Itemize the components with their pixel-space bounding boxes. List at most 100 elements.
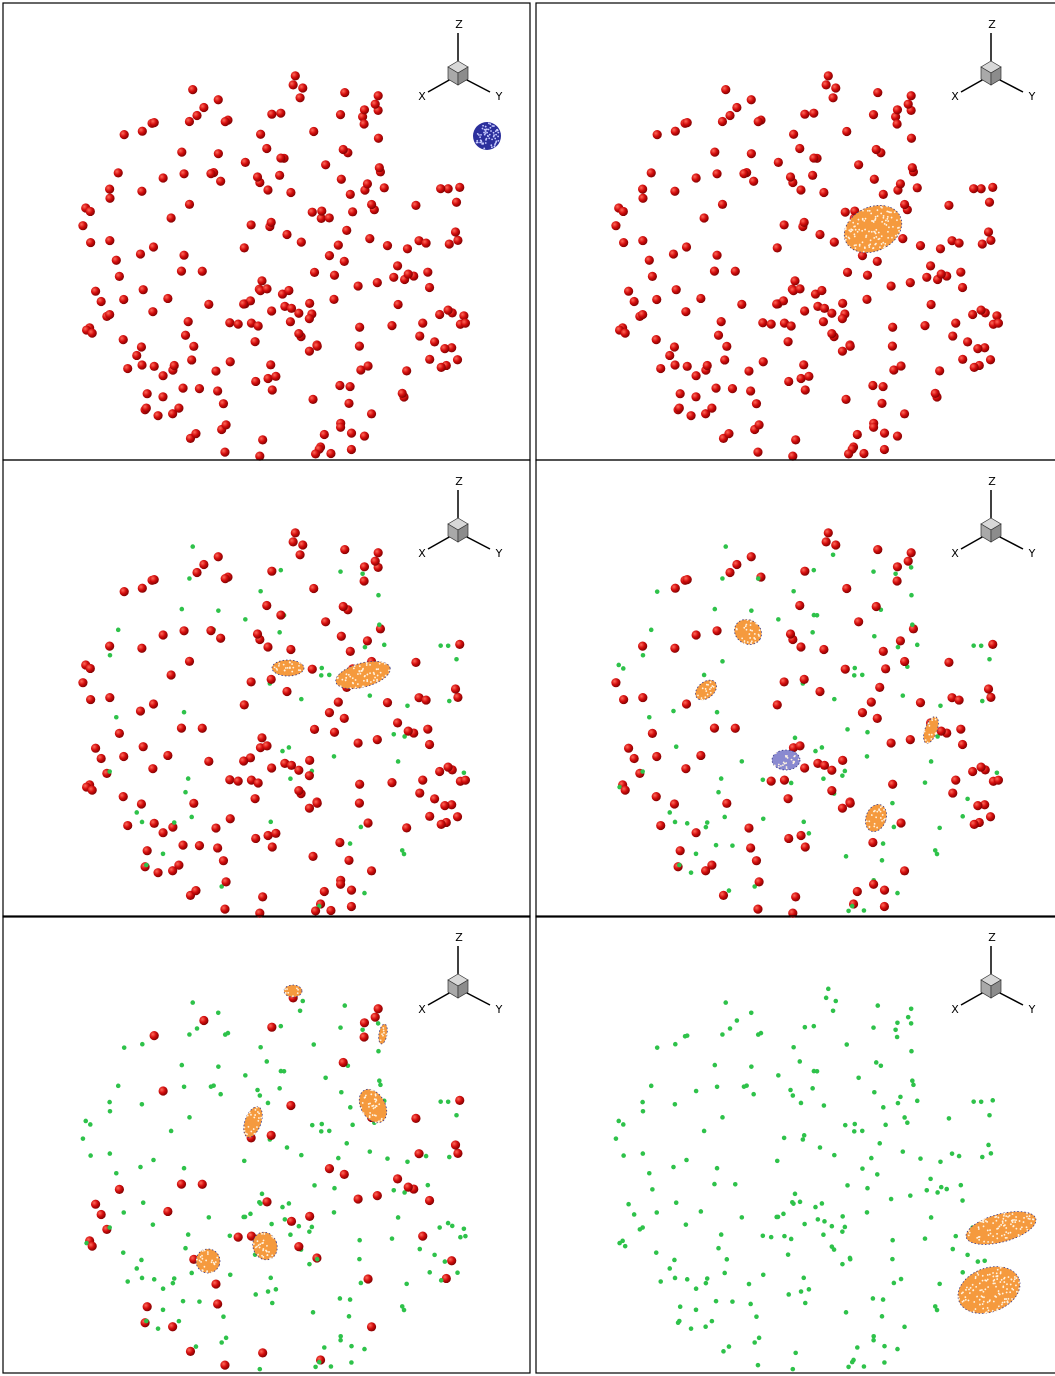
green-particle <box>266 1101 271 1106</box>
red-particle <box>786 629 795 638</box>
red-particle <box>724 429 733 438</box>
green-particle <box>911 1083 916 1088</box>
red-particle <box>363 179 372 188</box>
red-particle <box>844 449 853 458</box>
y-label: Y <box>495 547 503 560</box>
cluster-dot <box>791 759 793 761</box>
red-particle <box>656 364 665 373</box>
red-particle <box>329 295 338 304</box>
red-particle <box>722 799 731 808</box>
green-particle <box>348 1297 353 1302</box>
green-particle <box>667 810 672 815</box>
red-particle <box>340 257 349 266</box>
green-particle <box>114 1171 119 1176</box>
green-particle <box>831 552 836 557</box>
cluster-dot <box>793 761 795 763</box>
red-particle <box>896 818 905 827</box>
red-particle <box>461 319 470 328</box>
green-particle <box>242 1159 247 1164</box>
green-particle <box>752 1340 757 1345</box>
red-particle <box>247 677 256 686</box>
red-particle <box>854 160 863 169</box>
green-particle <box>811 1024 816 1029</box>
green-particle <box>865 1186 870 1191</box>
green-particle <box>390 1236 395 1241</box>
green-particle <box>223 1032 228 1037</box>
green-particle <box>673 1042 678 1047</box>
cluster-dot <box>297 992 299 994</box>
green-particle <box>980 1155 985 1160</box>
green-particle <box>323 1076 328 1081</box>
red-particle <box>340 545 349 554</box>
red-particle <box>336 110 345 119</box>
red-particle <box>354 281 363 290</box>
red-particle <box>822 537 831 546</box>
red-particle <box>893 431 902 440</box>
red-particle <box>916 698 925 707</box>
red-particle <box>298 540 307 549</box>
z-label: Z <box>988 18 996 31</box>
green-particle <box>906 1015 911 1020</box>
red-particle <box>681 307 690 316</box>
red-particle <box>790 276 799 285</box>
red-particle <box>262 144 271 153</box>
green-particle <box>821 776 826 781</box>
red-particle <box>262 284 271 293</box>
green-particle <box>980 699 985 704</box>
green-particle <box>901 693 906 698</box>
red-particle <box>289 537 298 546</box>
red-particle <box>415 331 424 340</box>
green-particle <box>391 1188 396 1193</box>
green-particle <box>979 1099 984 1104</box>
green-particle <box>725 1257 730 1262</box>
red-particle <box>906 278 915 287</box>
red-particle <box>404 727 413 736</box>
green-particle <box>802 1133 807 1138</box>
red-particle <box>136 249 145 258</box>
green-particle <box>299 697 304 702</box>
red-particle <box>722 342 731 351</box>
red-particle <box>753 905 762 914</box>
red-particle <box>250 794 259 803</box>
red-particle <box>373 1191 382 1200</box>
red-particle <box>339 145 348 154</box>
red-particle <box>951 319 960 328</box>
red-particle <box>809 153 818 162</box>
green-particle <box>405 704 410 709</box>
red-particle <box>725 111 734 120</box>
green-particle <box>228 1233 233 1238</box>
green-particle <box>879 1063 884 1068</box>
red-particle <box>630 754 639 763</box>
green-particle <box>616 663 621 668</box>
red-particle <box>619 207 628 216</box>
red-particle <box>267 1131 276 1140</box>
green-particle <box>377 622 382 627</box>
green-particle <box>844 854 849 859</box>
green-particle <box>840 1214 845 1219</box>
red-particle <box>346 190 355 199</box>
cluster-dot <box>477 133 479 135</box>
green-particle <box>195 1026 200 1031</box>
green-particle <box>761 816 766 821</box>
red-particle <box>187 355 196 364</box>
red-particle <box>869 880 878 889</box>
green-particle <box>216 1064 221 1069</box>
red-particle <box>188 85 197 94</box>
red-particle <box>773 700 782 709</box>
red-particle <box>652 792 661 801</box>
red-particle <box>418 776 427 785</box>
red-particle <box>105 310 114 319</box>
red-particle <box>263 185 272 194</box>
green-particle <box>181 1299 186 1304</box>
z-label: Z <box>455 475 463 488</box>
red-particle <box>831 83 840 92</box>
red-particle <box>784 834 793 843</box>
green-particle <box>439 1278 444 1283</box>
red-particle <box>752 856 761 865</box>
green-particle <box>892 825 897 830</box>
red-particle <box>846 342 855 351</box>
green-particle <box>871 1296 876 1301</box>
cluster-dot <box>291 663 293 665</box>
red-particle <box>393 1174 402 1183</box>
red-particle <box>136 706 145 715</box>
